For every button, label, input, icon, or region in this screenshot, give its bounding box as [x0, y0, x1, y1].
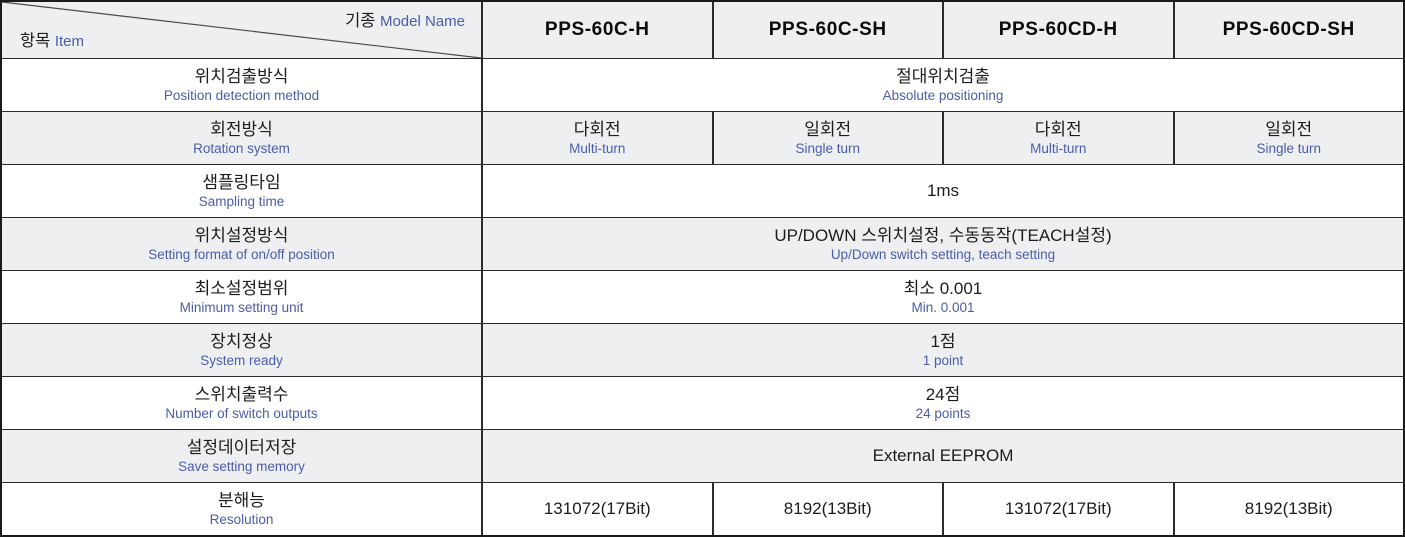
row-label: 위치검출방식 Position detection method [2, 59, 481, 111]
item-label-ko: 항목 [20, 32, 51, 50]
table-row-sampling-time: 샘플링타임 Sampling time 1ms [2, 164, 1403, 217]
row-value-en: Up/Down switch setting, teach setting [830, 246, 1056, 262]
row-value-cell: 131072(17Bit) [481, 483, 712, 535]
row-value-cell: 일회전 Single turn [711, 112, 943, 164]
table-row-rotation-system: 회전방식 Rotation system 다회전 Multi-turn 일회전 … [2, 111, 1403, 164]
row-value-ko: 절대위치검출 [896, 66, 990, 86]
cell-value-en: Single turn [1256, 140, 1322, 156]
model-header-pps-60cd-sh: PPS-60CD-SH [1172, 2, 1404, 58]
row-label: 스위치출력수 Number of switch outputs [2, 377, 481, 429]
row-label-en: Resolution [209, 511, 274, 527]
row-value-ko: 최소 0.001 [903, 278, 983, 298]
row-value-cell: 일회전 Single turn [1172, 112, 1404, 164]
row-value-cell: 8192(13Bit) [711, 483, 943, 535]
row-label: 장치정상 System ready [2, 324, 481, 376]
header-row: 기종 Model Name 항목 Item PPS-60C-H PPS-60C-… [2, 2, 1403, 58]
model-header-pps-60c-h: PPS-60C-H [481, 2, 712, 58]
model-label-en: Model Name [379, 13, 465, 30]
row-label-ko: 스위치출력수 [194, 384, 289, 404]
cell-value-ko: 일회전 [1265, 119, 1313, 139]
row-value: 1점 1 point [481, 324, 1403, 376]
row-value: UP/DOWN 스위치설정, 수동동작(TEACH설정) Up/Down swi… [481, 218, 1403, 270]
row-label-en: Minimum setting unit [179, 299, 304, 315]
row-label: 분해능 Resolution [2, 483, 481, 535]
table-row-position-detection: 위치검출방식 Position detection method 절대위치검출 … [2, 58, 1403, 111]
row-value: 24점 24 points [481, 377, 1403, 429]
row-label-ko: 장치정상 [210, 331, 273, 351]
cell-value-ko: 다회전 [1034, 119, 1082, 139]
table-row-switch-outputs: 스위치출력수 Number of switch outputs 24점 24 p… [2, 376, 1403, 429]
row-value-cell: 8192(13Bit) [1172, 483, 1404, 535]
cell-value-en: Multi-turn [569, 140, 626, 156]
cell-value-text: 8192(13Bit) [783, 498, 872, 518]
row-value-ko: 1점 [930, 331, 956, 351]
row-label-ko: 위치검출방식 [194, 66, 289, 86]
item-label-en: Item [54, 33, 85, 50]
row-value-cell: 다회전 Multi-turn [481, 112, 712, 164]
corner-item-label: 항목 Item [20, 27, 84, 51]
row-value: 1ms [481, 165, 1403, 217]
diagonal-divider-icon [2, 2, 481, 58]
corner-cell: 기종 Model Name 항목 Item [2, 2, 481, 58]
row-label-ko: 설정데이터저장 [186, 437, 297, 457]
row-label-ko: 샘플링타임 [202, 172, 281, 192]
row-label-en: Sampling time [198, 193, 285, 209]
row-label-ko: 회전방식 [210, 119, 273, 139]
row-label-ko: 위치설정방식 [194, 225, 289, 245]
row-value-text: 1ms [926, 180, 960, 200]
corner-model-label: 기종 Model Name [345, 7, 465, 31]
cell-value-ko: 일회전 [804, 119, 852, 139]
table-row-resolution: 분해능 Resolution 131072(17Bit) 8192(13Bit)… [2, 482, 1403, 535]
row-label-ko: 분해능 [218, 490, 265, 510]
model-header-pps-60cd-h: PPS-60CD-H [942, 2, 1173, 58]
row-value-ko: UP/DOWN 스위치설정, 수동동작(TEACH설정) [774, 225, 1112, 245]
row-label-en: Number of switch outputs [165, 405, 318, 421]
row-label: 설정데이터저장 Save setting memory [2, 430, 481, 482]
row-value: 최소 0.001 Min. 0.001 [481, 271, 1403, 323]
row-label-en: Setting format of on/off position [148, 246, 335, 262]
model-label-ko: 기종 [345, 12, 376, 30]
row-value-en: 1 point [922, 352, 964, 368]
row-label-ko: 최소설정범위 [194, 278, 289, 298]
model-header-pps-60c-sh: PPS-60C-SH [711, 2, 943, 58]
cell-value-text: 8192(13Bit) [1244, 498, 1333, 518]
row-value-cell: 다회전 Multi-turn [942, 112, 1173, 164]
row-label-en: Rotation system [193, 140, 290, 156]
row-label-en: Position detection method [163, 87, 320, 103]
row-label-en: System ready [200, 352, 283, 368]
row-value: 절대위치검출 Absolute positioning [481, 59, 1403, 111]
cell-value-text: 131072(17Bit) [543, 498, 651, 518]
row-value-en: Min. 0.001 [911, 299, 975, 315]
table-row-save-setting-memory: 설정데이터저장 Save setting memory External EEP… [2, 429, 1403, 482]
row-value-en: Absolute positioning [882, 87, 1004, 103]
row-label: 회전방식 Rotation system [2, 112, 481, 164]
row-label: 위치설정방식 Setting format of on/off position [2, 218, 481, 270]
row-label: 샘플링타임 Sampling time [2, 165, 481, 217]
row-value-ko: 24점 [925, 384, 961, 404]
row-value: External EEPROM [481, 430, 1403, 482]
row-label: 최소설정범위 Minimum setting unit [2, 271, 481, 323]
table-row-system-ready: 장치정상 System ready 1점 1 point [2, 323, 1403, 376]
table-row-minimum-setting-unit: 최소설정범위 Minimum setting unit 최소 0.001 Min… [2, 270, 1403, 323]
row-value-en: 24 points [915, 405, 971, 421]
row-value-text: External EEPROM [872, 445, 1014, 465]
cell-value-en: Single turn [795, 140, 861, 156]
table-row-setting-format: 위치설정방식 Setting format of on/off position… [2, 217, 1403, 270]
row-value-cell: 131072(17Bit) [942, 483, 1173, 535]
row-label-en: Save setting memory [178, 458, 305, 474]
cell-value-text: 131072(17Bit) [1004, 498, 1112, 518]
cell-value-ko: 다회전 [573, 119, 621, 139]
cell-value-en: Multi-turn [1030, 140, 1087, 156]
